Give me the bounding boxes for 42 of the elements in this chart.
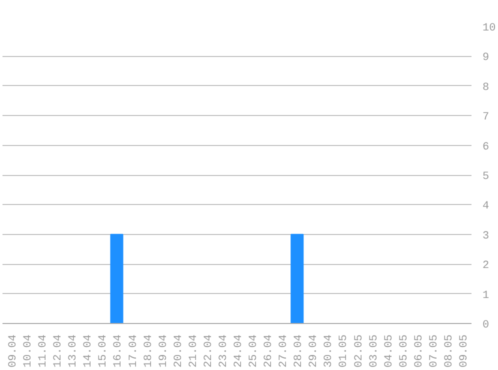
x-tick-label: 05.05 <box>398 334 410 368</box>
x-tick-label: 23.04 <box>218 334 230 368</box>
x-tick-label: 02.05 <box>353 334 366 368</box>
x-tick-label: 06.05 <box>413 334 426 368</box>
y-tick-label: 2 <box>482 260 490 272</box>
x-tick-label: 09.04 <box>8 334 20 368</box>
x-tick-label: 20.04 <box>172 334 185 368</box>
x-tick-label: 08.05 <box>443 334 456 368</box>
x-tick-label: 09.05 <box>458 334 470 368</box>
x-tick-label: 01.05 <box>338 334 350 368</box>
x-tick-label: 28.04 <box>293 334 306 368</box>
y-tick-label: 1 <box>482 290 490 302</box>
x-tick-label: 13.04 <box>68 334 80 368</box>
x-tick-label: 26.04 <box>263 334 276 368</box>
x-tick-label: 22.04 <box>202 334 215 368</box>
x-tick-label: 17.04 <box>128 334 140 368</box>
x-tick-label: 12.04 <box>52 334 65 368</box>
x-tick-label: 29.04 <box>308 334 320 368</box>
x-tick-label: 27.04 <box>278 334 290 368</box>
y-tick-label: 4 <box>482 200 490 213</box>
x-tick-label: 07.05 <box>428 334 440 368</box>
x-tick-label: 25.04 <box>248 334 260 368</box>
y-tick-label: 10 <box>482 22 496 34</box>
y-tick-label: 7 <box>482 112 490 124</box>
y-tick-label: 5 <box>482 171 490 183</box>
x-tick-label: 30.04 <box>323 334 336 368</box>
x-tick-label: 10.04 <box>22 334 35 368</box>
x-tick-label: 11.04 <box>38 334 50 368</box>
x-tick-label: 03.05 <box>368 334 380 368</box>
x-tick-label: 16.04 <box>112 334 125 368</box>
y-tick-label: 6 <box>482 141 490 154</box>
y-tick-label: 8 <box>482 82 490 94</box>
y-tick-label: 3 <box>482 230 490 242</box>
x-tick-label: 15.04 <box>98 334 110 368</box>
x-tick-label: 24.04 <box>233 334 245 368</box>
x-tick-label: 21.04 <box>188 334 200 368</box>
x-tick-label: 18.04 <box>142 334 155 368</box>
x-tick-label: 19.04 <box>158 334 170 368</box>
x-tick-label: 14.04 <box>82 334 95 368</box>
x-tick-label: 04.05 <box>383 334 396 368</box>
y-tick-label: 9 <box>482 52 490 64</box>
y-tick-label: 0 <box>482 320 490 332</box>
